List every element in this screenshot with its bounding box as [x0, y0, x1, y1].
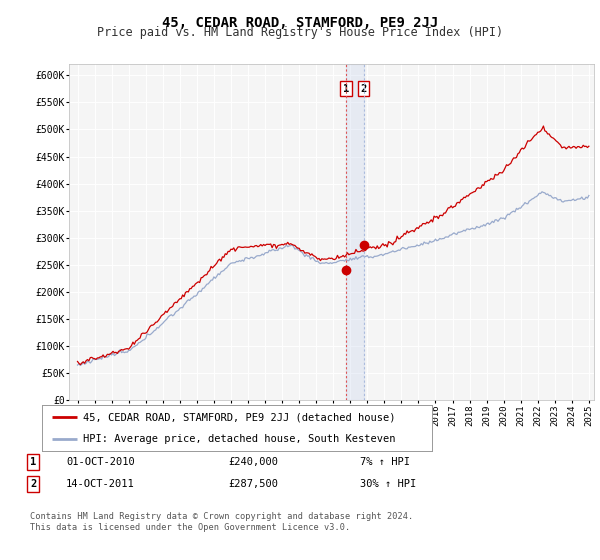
Text: 01-OCT-2010: 01-OCT-2010: [66, 457, 135, 467]
Text: 30% ↑ HPI: 30% ↑ HPI: [360, 479, 416, 489]
Text: 2: 2: [30, 479, 36, 489]
Text: 7% ↑ HPI: 7% ↑ HPI: [360, 457, 410, 467]
Text: 2: 2: [361, 84, 367, 94]
Text: 14-OCT-2011: 14-OCT-2011: [66, 479, 135, 489]
Text: 45, CEDAR ROAD, STAMFORD, PE9 2JJ: 45, CEDAR ROAD, STAMFORD, PE9 2JJ: [162, 16, 438, 30]
Text: HPI: Average price, detached house, South Kesteven: HPI: Average price, detached house, Sout…: [83, 435, 395, 444]
Text: Price paid vs. HM Land Registry's House Price Index (HPI): Price paid vs. HM Land Registry's House …: [97, 26, 503, 39]
Text: Contains HM Land Registry data © Crown copyright and database right 2024.
This d: Contains HM Land Registry data © Crown c…: [30, 512, 413, 532]
Text: 1: 1: [343, 84, 349, 94]
Text: 45, CEDAR ROAD, STAMFORD, PE9 2JJ (detached house): 45, CEDAR ROAD, STAMFORD, PE9 2JJ (detac…: [83, 412, 395, 422]
Text: £287,500: £287,500: [228, 479, 278, 489]
Text: £240,000: £240,000: [228, 457, 278, 467]
Text: 1: 1: [30, 457, 36, 467]
Bar: [346, 64, 364, 400]
